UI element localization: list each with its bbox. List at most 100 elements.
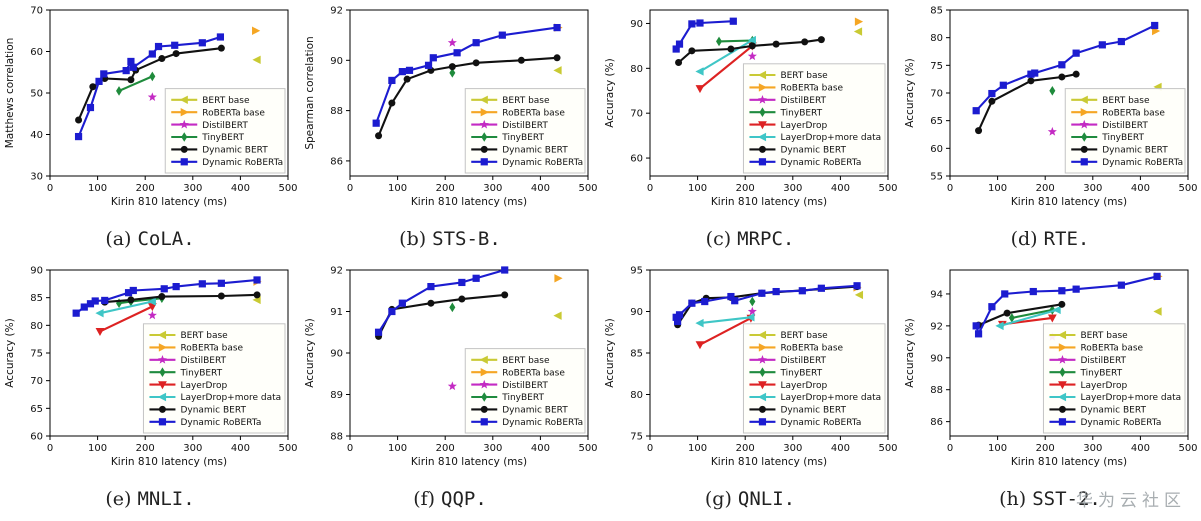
tri-right-icon	[758, 343, 768, 352]
series-layerdrop	[95, 303, 157, 337]
y-tick-label: 85	[930, 6, 943, 17]
x-tick-label: 0	[47, 443, 53, 454]
series-distilbert	[147, 310, 157, 320]
legend-label: RoBERTa base	[780, 344, 843, 354]
subplot-caption: (d) RTE.	[900, 228, 1200, 250]
tri-left-marker	[147, 297, 156, 306]
square-marker	[427, 283, 435, 291]
square-marker	[100, 70, 108, 78]
tri-left-marker	[1153, 307, 1162, 316]
y-axis-label: Matthews correlation	[4, 38, 16, 149]
square-marker	[727, 292, 735, 301]
square-marker	[398, 299, 406, 307]
series-line	[698, 317, 752, 346]
square-marker	[374, 328, 383, 336]
series-tinybert	[1008, 305, 1056, 323]
legend: BERT base RoBERTa base DistilBERT TinyBERT L…	[1042, 323, 1186, 434]
caption-task: QQP.	[441, 488, 487, 510]
subplot-sst2: 0 100 200 300 400 500 86 88 90 92 94 Kirin 810 late…	[900, 260, 1200, 520]
circle-marker	[748, 42, 756, 50]
subplot-caption: (g) QNLI.	[600, 488, 900, 510]
circle-marker	[127, 296, 135, 304]
x-tick-label: 300	[483, 183, 502, 194]
legend-label: Dynamic BERT	[502, 406, 568, 416]
y-tick-label: 80	[630, 390, 643, 401]
y-tick-label: 60	[30, 47, 43, 58]
diamond-marker	[149, 71, 156, 82]
circle-icon	[480, 145, 488, 153]
series-bert-base	[553, 311, 562, 320]
legend-label: Dynamic RoBERTa	[202, 158, 283, 168]
square-marker	[1001, 290, 1009, 298]
y-tick-label: 70	[930, 89, 943, 100]
subplot-qqp: 0 100 200 300 400 500 88 89 90 91 92 Kirin 810 late…	[300, 260, 600, 520]
square-marker	[817, 284, 825, 292]
legend: BERT base RoBERTa base DistilBERT TinyBERT L…	[742, 323, 886, 434]
x-tick-label: 0	[647, 183, 653, 194]
legend-label: RoBERTa base	[202, 108, 265, 118]
square-icon	[758, 418, 767, 426]
circle-marker	[1027, 77, 1035, 85]
tri-right-icon	[758, 83, 768, 92]
legend-label: LayerDrop	[780, 121, 827, 131]
square-marker	[1151, 21, 1159, 30]
diamond-marker	[449, 302, 456, 313]
x-tick-label: 0	[647, 443, 653, 454]
x-tick-label: 0	[947, 183, 953, 194]
legend-label: TinyBERT	[779, 368, 822, 378]
legend-label: RoBERTa base	[502, 108, 565, 118]
circle-icon	[758, 145, 766, 153]
x-tick-label: 100	[988, 183, 1007, 194]
legend-label: LayerDrop	[180, 381, 227, 391]
caption-task: STS-B.	[432, 228, 501, 250]
diamond-marker	[1049, 85, 1056, 96]
series-dynamic-roberta	[672, 17, 737, 53]
circle-marker	[472, 59, 480, 67]
square-marker	[198, 39, 206, 47]
circle-marker	[1058, 300, 1066, 308]
tri-left-icon	[1057, 392, 1067, 402]
x-tick-label: 500	[1178, 443, 1197, 454]
circle-marker	[1058, 73, 1066, 81]
circle-icon	[158, 405, 166, 413]
legend-label: TinyBERT	[179, 368, 222, 378]
legend-label: DistilBERT	[1080, 356, 1126, 366]
series-bert-base	[553, 66, 562, 75]
x-tick-label: 0	[347, 183, 353, 194]
square-marker	[80, 303, 88, 311]
square-marker	[688, 299, 696, 307]
chart-canvas-mrpc: 0 100 200 300 400 500 60 70 80 90 Kirin 810 latenc…	[604, 9, 898, 208]
circle-marker	[1003, 309, 1011, 317]
square-marker	[458, 278, 466, 287]
square-icon	[1058, 418, 1067, 426]
y-tick-label: 88	[330, 106, 343, 117]
square-marker	[1027, 70, 1035, 78]
chart-canvas-qnli: 0 100 200 300 400 500 75 80 85 90 95 Kirin 810 late…	[604, 266, 898, 469]
square-icon	[480, 158, 488, 166]
x-tick-label: 100	[688, 183, 707, 194]
x-tick-label: 0	[347, 443, 353, 454]
tri-left-marker	[854, 290, 864, 300]
caption-letter: (b)	[399, 228, 427, 250]
y-tick-label: 90	[330, 349, 343, 360]
tri-left-icon	[1079, 95, 1088, 104]
series-line	[998, 308, 1059, 327]
square-marker	[398, 68, 406, 76]
square-marker	[674, 317, 682, 326]
square-marker	[217, 279, 225, 287]
subplot-cola: 0 100 200 300 400 500 30 40 50 60 70 Kirin 810 late…	[0, 0, 300, 260]
circle-marker	[253, 291, 261, 299]
y-axis-label: Accuracy (%)	[304, 318, 316, 387]
legend: BERT base RoBERTa base DistilBERT TinyBERT D…	[464, 348, 586, 434]
tri-left-marker	[95, 308, 104, 318]
series-dynamic-roberta	[72, 276, 261, 317]
legend-label: TinyBERT	[201, 133, 244, 143]
square-marker	[1153, 272, 1161, 280]
legend-label: Dynamic RoBERTa	[1102, 158, 1183, 168]
star-icon	[1079, 119, 1089, 129]
legend-label: LayerDrop	[780, 381, 827, 391]
square-marker	[72, 309, 80, 317]
star-icon	[1057, 355, 1068, 364]
circle-marker	[217, 44, 225, 52]
x-tick-label: 400	[1131, 443, 1150, 454]
